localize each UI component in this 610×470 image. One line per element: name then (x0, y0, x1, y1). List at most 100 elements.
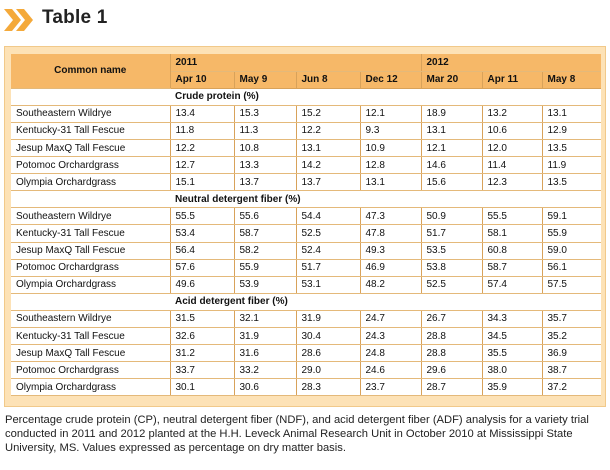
value-cell: 12.7 (170, 156, 235, 175)
value-cell: 30.6 (234, 378, 297, 397)
value-cell: 35.5 (482, 344, 543, 363)
value-cell: 51.7 (421, 224, 483, 243)
value-cell: 9.3 (360, 122, 422, 140)
value-cell: 50.9 (421, 207, 483, 226)
cultivar-name: Potomoc Orchardgrass (11, 156, 171, 175)
value-cell: 28.8 (421, 327, 483, 346)
section-label: Crude protein (%) (170, 88, 601, 106)
value-cell: 30.4 (296, 327, 361, 346)
value-cell: 60.8 (482, 242, 543, 260)
value-cell: 12.1 (421, 139, 483, 158)
value-cell: 31.2 (170, 344, 235, 363)
cultivar-name: Olympia Orchardgrass (11, 173, 171, 192)
value-cell: 13.7 (234, 173, 297, 192)
value-cell: 28.7 (421, 378, 483, 397)
header-date: Apr 10 (170, 71, 235, 89)
value-cell: 34.3 (482, 310, 543, 329)
value-cell: 53.8 (421, 259, 483, 277)
header-date: Apr 11 (482, 71, 543, 89)
value-cell: 37.2 (542, 378, 601, 397)
value-cell: 35.9 (482, 378, 543, 397)
table-row: Olympia Orchardgrass 49.6 53.9 53.1 48.2 52.5… (11, 276, 601, 294)
cultivar-name: Jesup MaxQ Tall Fescue (11, 344, 171, 363)
value-cell: 15.1 (170, 173, 235, 192)
value-cell: 32.1 (234, 310, 297, 329)
value-cell: 31.6 (234, 344, 297, 363)
table-frame: Common name 2011 2012 Apr 10 May 9 Jun 8 De… (4, 46, 606, 407)
value-cell: 47.8 (360, 224, 422, 243)
table-caption: Percentage crude protein (CP), neutral d… (5, 414, 589, 454)
value-cell: 33.2 (234, 361, 297, 380)
table-row: Olympia Orchardgrass 15.1 13.7 13.7 13.1 15.6… (11, 173, 601, 192)
value-cell: 51.7 (296, 259, 361, 277)
value-cell: 11.4 (482, 156, 543, 175)
value-cell: 38.0 (482, 361, 543, 380)
table-row: Southeastern Wildrye 31.5 32.1 31.9 24.7 26.7… (11, 310, 601, 329)
value-cell: 53.4 (170, 224, 235, 243)
table-row: Kentucky-31 Tall Fescue 32.6 31.9 30.4 24.3 2… (11, 327, 601, 346)
value-cell: 55.9 (234, 259, 297, 277)
header-common-name: Common name (11, 54, 171, 89)
cultivar-name: Olympia Orchardgrass (11, 378, 171, 397)
value-cell: 13.1 (542, 105, 601, 123)
value-cell: 23.7 (360, 378, 422, 397)
cultivar-name: Kentucky-31 Tall Fescue (11, 224, 171, 243)
value-cell: 26.7 (421, 310, 483, 329)
section-row: Acid detergent fiber (%) (11, 293, 601, 311)
table-row: Olympia Orchardgrass 30.1 30.6 28.3 23.7 28.7… (11, 378, 601, 397)
table-row: Potomoc Orchardgrass 33.7 33.2 29.0 24.6 29.6… (11, 361, 601, 380)
value-cell: 57.4 (482, 276, 543, 294)
value-cell: 24.3 (360, 327, 422, 346)
value-cell: 29.0 (296, 361, 361, 380)
value-cell: 13.3 (234, 156, 297, 175)
value-cell: 55.5 (170, 207, 235, 226)
value-cell: 13.5 (542, 173, 601, 192)
header-date: Jun 8 (296, 71, 361, 89)
value-cell: 12.2 (170, 139, 235, 158)
value-cell: 53.1 (296, 276, 361, 294)
value-cell: 12.9 (542, 122, 601, 140)
value-cell: 15.3 (234, 105, 297, 123)
table-row: Jesup MaxQ Tall Fescue 31.2 31.6 28.6 24.8 28… (11, 344, 601, 363)
value-cell: 55.5 (482, 207, 543, 226)
cultivar-name: Jesup MaxQ Tall Fescue (11, 242, 171, 260)
value-cell: 58.7 (234, 224, 297, 243)
table-row: Southeastern Wildrye 55.5 55.6 54.4 47.3 50.9… (11, 207, 601, 226)
value-cell: 29.6 (421, 361, 483, 380)
value-cell: 24.7 (360, 310, 422, 329)
value-cell: 49.3 (360, 242, 422, 260)
cultivar-name: Potomoc Orchardgrass (11, 259, 171, 277)
header-date: May 8 (542, 71, 601, 89)
value-cell: 32.6 (170, 327, 235, 346)
value-cell: 56.4 (170, 242, 235, 260)
value-cell: 10.6 (482, 122, 543, 140)
double-chevron-icon (4, 9, 33, 31)
value-cell: 14.2 (296, 156, 361, 175)
table-title: Table 1 (42, 7, 108, 28)
value-cell: 12.2 (296, 122, 361, 140)
value-cell: 13.2 (482, 105, 543, 123)
cultivar-name: Olympia Orchardgrass (11, 276, 171, 294)
value-cell: 55.9 (542, 224, 601, 243)
value-cell: 54.4 (296, 207, 361, 226)
value-cell: 58.1 (482, 224, 543, 243)
value-cell: 11.9 (542, 156, 601, 175)
value-cell: 13.1 (360, 173, 422, 192)
header-year-2011: 2011 (170, 54, 235, 72)
value-cell: 34.5 (482, 327, 543, 346)
value-cell: 47.3 (360, 207, 422, 226)
cultivar-name: Potomoc Orchardgrass (11, 361, 171, 380)
cultivar-name: Southeastern Wildrye (11, 207, 171, 226)
header-date: Mar 20 (421, 71, 483, 89)
table-row: Potomoc Orchardgrass 12.7 13.3 14.2 12.8 14.6… (11, 156, 601, 175)
section-row: Neutral detergent fiber (%) (11, 190, 601, 209)
value-cell: 28.3 (296, 378, 361, 397)
value-cell: 14.6 (421, 156, 483, 175)
value-cell: 46.9 (360, 259, 422, 277)
value-cell: 13.5 (542, 139, 601, 158)
value-cell: 57.5 (542, 276, 601, 294)
value-cell: 11.3 (234, 122, 297, 140)
value-cell: 12.8 (360, 156, 422, 175)
header-date: Dec 12 (360, 71, 422, 89)
value-cell: 24.6 (360, 361, 422, 380)
